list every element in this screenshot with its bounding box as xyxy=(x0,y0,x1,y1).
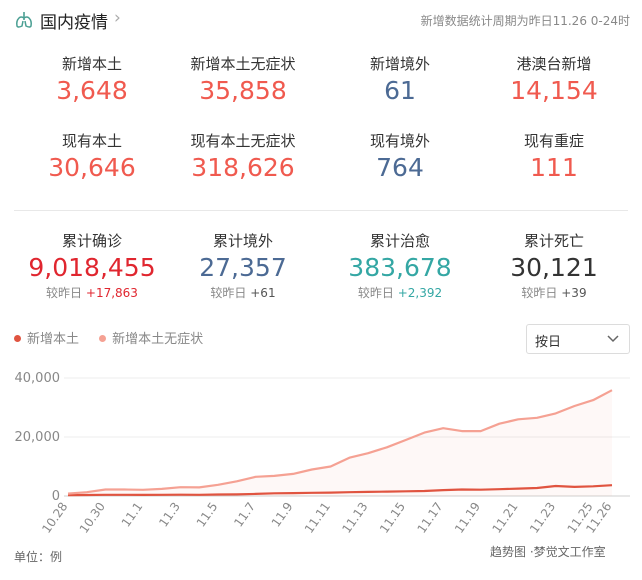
stat-current-imported: 现有境外 764 xyxy=(325,131,475,184)
stat-value: 318,626 xyxy=(168,152,318,184)
series-area-asymptomatic xyxy=(68,390,612,496)
stat-value: 30,121 xyxy=(479,252,629,284)
x-tick-label: 10.28 xyxy=(39,500,70,536)
stat-value: 383,678 xyxy=(325,252,475,284)
x-tick-label: 11.7 xyxy=(231,500,258,530)
x-tick-label: 10.30 xyxy=(77,500,108,536)
stat-delta: 较昨日 +39 xyxy=(479,285,629,301)
stat-total-deaths: 累计死亡 30,121 较昨日 +39 xyxy=(479,231,629,301)
period-select[interactable]: 按日 xyxy=(526,324,630,354)
stat-label: 累计境外 xyxy=(168,231,318,251)
y-tick-label: 20,000 xyxy=(15,430,61,445)
stat-value: 27,357 xyxy=(168,252,318,284)
x-tick-label: 11.11 xyxy=(302,500,333,536)
stat-total-imported: 累计境外 27,357 较昨日 +61 xyxy=(168,231,318,301)
stat-total-cured: 累计治愈 383,678 较昨日 +2,392 xyxy=(325,231,475,301)
y-tick-label: 40,000 xyxy=(15,371,61,386)
x-tick-label: 11.21 xyxy=(489,500,520,536)
x-tick-label: 11.17 xyxy=(414,500,445,536)
stat-label: 现有本土无症状 xyxy=(168,131,318,151)
page-title[interactable]: 国内疫情 xyxy=(40,8,108,33)
stat-value: 9,018,455 xyxy=(17,252,167,284)
stat-delta: 较昨日 +17,863 xyxy=(17,285,167,301)
stat-label: 现有本土 xyxy=(17,131,167,151)
stat-label: 现有境外 xyxy=(325,131,475,151)
x-tick-label: 11.3 xyxy=(156,500,183,530)
stat-new-asymptomatic: 新增本土无症状 35,858 xyxy=(168,54,318,107)
stat-value: 14,154 xyxy=(479,75,629,107)
stat-label: 新增本土无症状 xyxy=(168,54,318,74)
stat-value: 764 xyxy=(325,152,475,184)
period-note: 新增数据统计周期为昨日11.26 0-24时 xyxy=(421,12,630,29)
stat-value: 30,646 xyxy=(17,152,167,184)
stat-label: 累计死亡 xyxy=(479,231,629,251)
stat-label: 累计治愈 xyxy=(325,231,475,251)
lungs-icon xyxy=(14,10,34,30)
stat-new-hmt: 港澳台新增 14,154 xyxy=(479,54,629,107)
stat-new-imported: 新增境外 61 xyxy=(325,54,475,107)
x-tick-label: 11.13 xyxy=(339,500,370,536)
chevron-right-icon[interactable]: › xyxy=(114,8,121,28)
stat-value: 111 xyxy=(479,152,629,184)
stat-new-local: 新增本土 3,648 xyxy=(17,54,167,107)
stat-label: 新增本土 xyxy=(17,54,167,74)
stat-value: 61 xyxy=(325,75,475,107)
stat-label: 港澳台新增 xyxy=(479,54,629,74)
x-tick-label: 11.1 xyxy=(119,500,146,530)
legend-item-local[interactable]: 新增本土 xyxy=(14,328,79,347)
header: 国内疫情 › 新增数据统计周期为昨日11.26 0-24时 xyxy=(0,0,642,40)
stat-label: 新增境外 xyxy=(325,54,475,74)
stat-current-local: 现有本土 30,646 xyxy=(17,131,167,184)
x-tick-label: 11.9 xyxy=(269,500,296,530)
x-tick-label: 11.23 xyxy=(527,500,558,536)
unit-label: 单位：例 xyxy=(14,548,62,565)
x-tick-label: 11.15 xyxy=(377,500,408,536)
stat-delta: 较昨日 +2,392 xyxy=(325,285,475,301)
x-tick-label: 11.19 xyxy=(452,500,483,536)
stat-current-asymptomatic: 现有本土无症状 318,626 xyxy=(168,131,318,184)
legend-item-asymptomatic[interactable]: 新增本土无症状 xyxy=(99,328,203,347)
stat-delta: 较昨日 +61 xyxy=(168,285,318,301)
legend-dot-icon xyxy=(99,335,106,342)
period-select-value: 按日 xyxy=(535,331,561,350)
x-tick-label: 11.5 xyxy=(194,500,221,530)
stat-current-severe: 现有重症 111 xyxy=(479,131,629,184)
divider xyxy=(14,210,628,211)
stat-label: 现有重症 xyxy=(479,131,629,151)
watermark: 趋势图 ·梦觉文工作室 xyxy=(490,543,606,560)
stat-value: 35,858 xyxy=(168,75,318,107)
stat-label: 累计确诊 xyxy=(17,231,167,251)
chevron-down-icon xyxy=(607,333,619,343)
legend-dot-icon xyxy=(14,335,21,342)
stat-value: 3,648 xyxy=(17,75,167,107)
stat-total-confirmed: 累计确诊 9,018,455 较昨日 +17,863 xyxy=(17,231,167,301)
chart-legend: 新增本土 新增本土无症状 xyxy=(14,328,219,347)
